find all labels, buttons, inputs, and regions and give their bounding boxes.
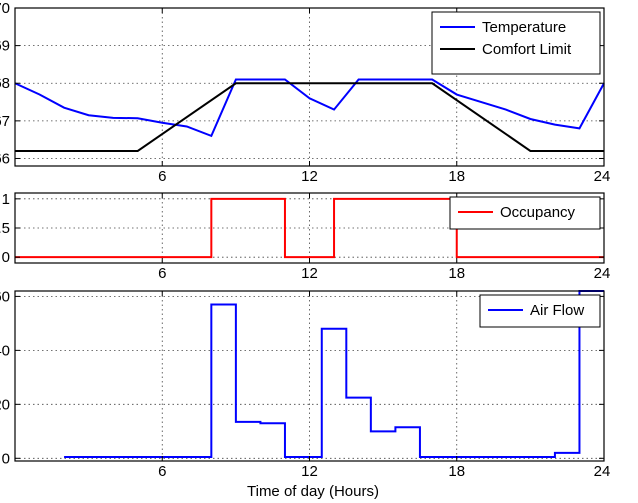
x-tick-label: 18 xyxy=(448,463,465,480)
y-tick-label: 70 xyxy=(0,0,10,17)
legend-label: Temperature xyxy=(482,19,566,36)
temperature-panel: 6 12 18 24 66 67 68 69 70 Temperature Comfort Limi… xyxy=(0,0,610,185)
legend-label: Occupancy xyxy=(500,204,576,221)
x-tick-label: 6 xyxy=(158,265,166,282)
y-tick-label: 66 xyxy=(0,150,10,167)
series-line-air-flow xyxy=(64,290,604,458)
y-tick-label: 0.5 xyxy=(0,220,10,237)
y-tick-label: 60 xyxy=(0,288,10,305)
y-tick-label: 67 xyxy=(0,113,10,130)
legend-label: Comfort Limit xyxy=(482,41,572,58)
x-tick-label: 24 xyxy=(594,265,611,282)
legend: Air Flow xyxy=(479,294,601,328)
x-tick-label: 6 xyxy=(158,463,166,480)
legend-box xyxy=(431,11,601,75)
occupancy-panel: 6 12 18 24 0 0.5 1 Occupancy xyxy=(0,191,610,282)
series-line-temperature xyxy=(14,78,605,138)
airflow-panel: 6 12 18 24 0 20 40 60 Air Flow xyxy=(0,288,610,480)
x-tick-label: 12 xyxy=(301,265,318,282)
y-tick-label: 40 xyxy=(0,342,10,359)
x-tick-label: 18 xyxy=(448,265,465,282)
x-tick-label: 24 xyxy=(594,168,611,185)
legend: Temperature Comfort Limit xyxy=(431,11,601,75)
legend-label: Air Flow xyxy=(530,302,584,319)
y-tick-label: 68 xyxy=(0,75,10,92)
x-tick-label: 12 xyxy=(301,168,318,185)
legend: Occupancy xyxy=(449,196,601,230)
x-tick-label: 18 xyxy=(448,168,465,185)
y-tick-label: 69 xyxy=(0,38,10,55)
y-tick-label: 1 xyxy=(2,191,10,208)
series-line-comfort-limit xyxy=(15,82,604,152)
y-tick-label: 0 xyxy=(2,249,10,266)
x-tick-label: 12 xyxy=(301,463,318,480)
y-tick-label: 0 xyxy=(2,450,10,467)
x-tick-label: 6 xyxy=(158,168,166,185)
x-axis-label: Time of day (Hours) xyxy=(247,483,379,500)
x-tick-label: 24 xyxy=(594,463,611,480)
y-tick-label: 20 xyxy=(0,396,10,413)
